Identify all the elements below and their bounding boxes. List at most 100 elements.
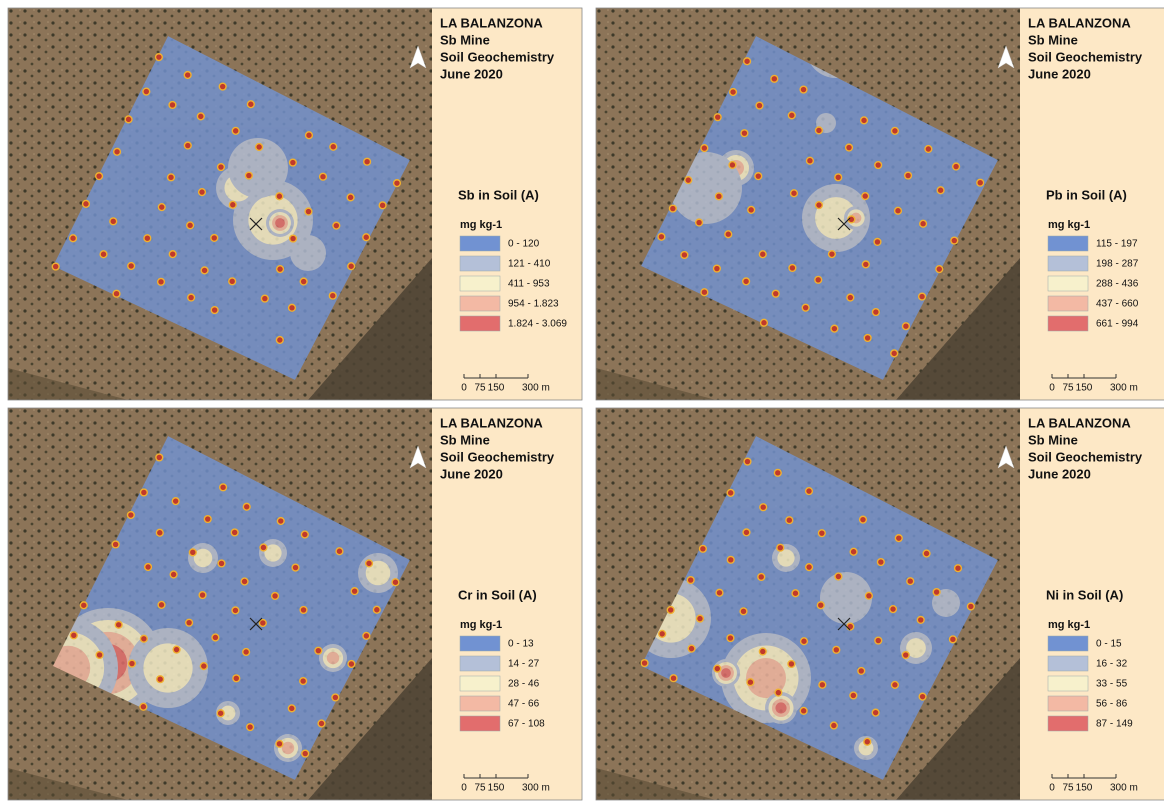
scale-label: 0: [461, 783, 467, 794]
sample-point: [739, 607, 748, 616]
sample-point: [801, 303, 810, 312]
class-area: [746, 658, 786, 698]
sample-point: [199, 662, 208, 671]
sample-point: [218, 82, 227, 91]
legend-title: Pb in Soil (A): [1046, 187, 1127, 202]
legend-swatch: [459, 295, 501, 312]
dark-terrain: [596, 768, 716, 800]
map-title: June 2020: [440, 466, 503, 481]
sample-point: [694, 218, 704, 227]
sample-point: [746, 678, 755, 687]
sample-point: [844, 143, 854, 152]
sample-point: [112, 147, 122, 156]
sample-point: [747, 205, 756, 214]
map-panel: LA BALANZONA Sb Mine Soil Geochemistry June…: [7, 7, 583, 401]
sample-point: [216, 162, 226, 172]
sample-point: [335, 547, 344, 556]
sample-point: [391, 578, 400, 587]
scale-label: 75: [1062, 783, 1074, 794]
legend-swatch: [459, 695, 501, 712]
dark-terrain: [308, 258, 432, 400]
sample-point: [657, 232, 666, 241]
sample-point: [185, 618, 194, 627]
sample-point: [216, 709, 225, 718]
sample-point: [51, 262, 60, 271]
sample-point: [275, 335, 284, 345]
sample-point: [680, 250, 689, 260]
sample-point: [288, 234, 298, 243]
sample-point: [232, 674, 241, 683]
north-arrow: [409, 445, 427, 469]
map-panel: LA BALANZONA Sb Mine Soil Geochemistry June…: [595, 7, 1164, 401]
sample-point: [171, 497, 180, 506]
sample-point: [259, 543, 268, 552]
scale-label: 0: [1049, 383, 1055, 394]
sample-point: [154, 53, 163, 62]
sample-point: [890, 349, 899, 358]
sample-point: [188, 548, 197, 557]
sample-point: [791, 589, 800, 598]
sample-point: [304, 131, 314, 140]
legend-label: 0 - 120: [508, 239, 540, 250]
sample-point: [919, 219, 928, 228]
sample-point: [79, 601, 88, 610]
north-arrow: [997, 445, 1015, 469]
sample-point: [200, 266, 209, 275]
legend-panel: LA BALANZONA Sb Mine Soil Geochemistry June…: [1020, 8, 1164, 400]
sample-point: [698, 544, 708, 553]
sample-point: [700, 288, 709, 297]
legend-label: 121 - 410: [508, 259, 551, 270]
sample-point: [776, 543, 785, 552]
sample-point: [901, 322, 911, 331]
sample-point: [724, 230, 733, 239]
sample-point: [127, 261, 136, 271]
map-title: Sb Mine: [440, 32, 490, 47]
legend-label: 56 - 86: [1096, 699, 1128, 710]
sample-point: [726, 633, 735, 643]
sample-point: [773, 468, 782, 477]
sample-point: [183, 141, 192, 150]
sample-point: [787, 111, 796, 120]
sample-point: [172, 645, 181, 654]
map-title: June 2020: [1028, 66, 1091, 81]
class-area: [365, 560, 391, 586]
sample-point: [936, 186, 945, 195]
sample-point: [700, 144, 709, 153]
class-area: [220, 705, 236, 721]
map-title: LA BALANZONA: [440, 15, 543, 30]
sample-point: [876, 557, 885, 567]
sample-point: [301, 749, 310, 758]
sample-point: [789, 189, 799, 198]
legend-swatch: [459, 715, 501, 732]
sample-point: [197, 188, 207, 197]
sample-point: [69, 631, 78, 640]
legend-label: 33 - 55: [1096, 679, 1128, 690]
sample-point: [713, 113, 722, 122]
sample-point: [217, 559, 226, 568]
sample-point: [139, 702, 148, 711]
sample-point: [186, 221, 195, 230]
scale-label: 75: [474, 383, 486, 394]
sample-point: [640, 658, 649, 668]
sample-point: [953, 564, 963, 573]
sample-point: [814, 126, 824, 135]
class-area: [264, 544, 282, 562]
sample-point: [759, 318, 769, 327]
legend-title: Ni in Soil (A): [1046, 587, 1123, 602]
legend-label: 87 - 149: [1096, 719, 1133, 730]
sample-point: [935, 265, 944, 274]
sample-point: [299, 277, 308, 286]
sample-point: [903, 171, 913, 180]
map-title: LA BALANZONA: [1028, 15, 1131, 30]
sample-point: [242, 502, 251, 511]
sample-point: [231, 606, 240, 615]
dark-terrain: [8, 368, 128, 400]
class-area: [326, 651, 340, 665]
sample-point: [143, 234, 152, 243]
sample-point: [834, 173, 843, 182]
map-title: Sb Mine: [440, 432, 490, 447]
sample-point: [873, 237, 882, 247]
legend-label: 198 - 287: [1096, 259, 1139, 270]
legend-background: [1020, 8, 1164, 400]
sample-point: [157, 600, 166, 609]
